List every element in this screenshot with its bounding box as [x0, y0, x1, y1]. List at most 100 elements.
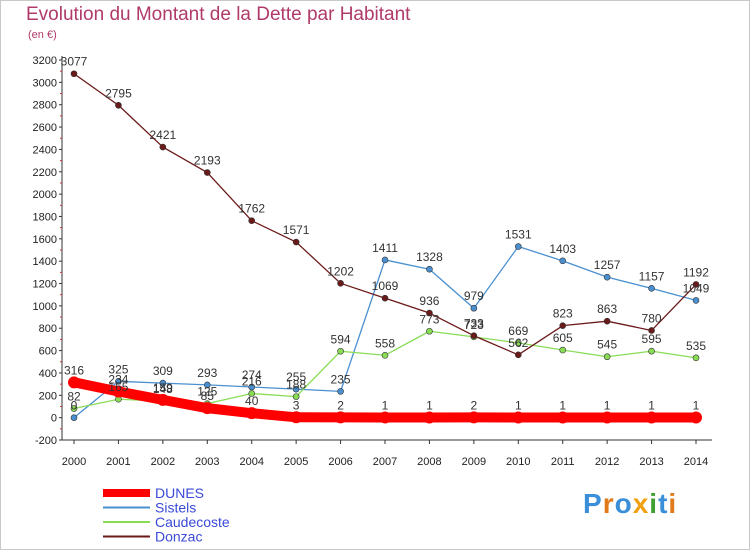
y-tick-label: 2200	[33, 167, 57, 179]
y-tick-label: 1600	[33, 234, 57, 246]
data-point-dunes	[245, 407, 258, 420]
data-point-sistels	[692, 297, 700, 304]
x-tick-label: 2009	[462, 456, 486, 468]
data-point-sistels	[514, 243, 522, 250]
data-label-donzac: 1192	[683, 265, 709, 279]
data-label-dunes: 316	[64, 363, 84, 377]
data-point-caudecoste	[381, 351, 389, 359]
data-label-sistels: 979	[464, 289, 484, 303]
data-point-sistels	[248, 383, 256, 391]
data-point-dunes	[201, 402, 214, 415]
data-point-caudecoste	[648, 347, 655, 355]
data-label-sistels: 235	[331, 372, 351, 386]
data-label-donzac: 823	[553, 307, 573, 321]
data-label-caudecoste: 773	[419, 312, 439, 326]
data-label-dunes: 1	[426, 399, 433, 413]
data-point-donzac	[559, 322, 567, 329]
axes: -200020040060080010001200140016001800200…	[33, 55, 712, 468]
data-point-dunes	[156, 393, 169, 406]
data-point-dunes	[645, 411, 658, 424]
data-label-dunes: 234	[108, 372, 128, 386]
data-point-donzac	[470, 332, 478, 340]
data-point-sistels	[470, 304, 478, 312]
x-tick-label: 2002	[151, 456, 175, 468]
data-label-caudecoste: 125	[197, 385, 217, 399]
data-point-sistels	[203, 381, 211, 389]
data-point-caudecoste	[70, 405, 78, 412]
data-point-dunes	[112, 385, 125, 398]
data-label-donzac: 1202	[327, 264, 354, 278]
data-label-dunes: 1	[648, 399, 655, 413]
data-label-caudecoste: 669	[508, 324, 528, 338]
chart-unit: (en €)	[28, 29, 57, 41]
y-tick-label: 400	[39, 368, 57, 380]
y-tick-label: 2400	[33, 144, 57, 156]
y-tick-label: 3200	[33, 55, 57, 67]
x-tick-label: 2011	[551, 456, 575, 468]
data-label-sistels: 325	[108, 362, 128, 376]
data-label-caudecoste: 188	[286, 378, 306, 392]
data-point-sistels	[337, 388, 344, 395]
data-point-sistels	[115, 378, 122, 385]
x-tick-label: 2013	[639, 456, 663, 468]
data-label-sistels: 274	[242, 368, 262, 382]
data-label-caudecoste: 595	[642, 332, 662, 346]
data-label-donzac: 2193	[194, 154, 221, 168]
y-tick-label: 600	[39, 346, 57, 358]
data-point-dunes	[467, 411, 480, 424]
logo-letter: i	[649, 488, 659, 519]
legend-label-donzac: Donzac	[155, 529, 202, 545]
data-label-sistels: 255	[286, 370, 306, 384]
data-point-dunes	[556, 411, 569, 424]
data-point-donzac	[337, 280, 344, 287]
logo-letter: x	[632, 488, 650, 519]
x-tick-label: 2004	[239, 456, 263, 468]
data-label-sistels: 1531	[505, 228, 532, 242]
data-label-dunes: 85	[201, 389, 215, 403]
data-point-dunes	[290, 411, 303, 424]
y-tick-label: 1400	[33, 256, 57, 268]
x-tick-label: 2000	[62, 456, 86, 468]
data-point-caudecoste	[292, 393, 300, 400]
data-label-dunes: 159	[153, 381, 173, 395]
data-point-dunes	[334, 411, 347, 424]
logo-letter: o	[614, 488, 633, 519]
y-tick-label: 1000	[33, 301, 57, 313]
data-point-dunes	[68, 376, 80, 389]
data-point-dunes	[423, 411, 436, 424]
y-tick-label: 200	[39, 390, 57, 402]
data-label-caudecoste: 594	[331, 332, 351, 346]
data-label-dunes: 1	[515, 399, 522, 413]
data-label-donzac: 863	[597, 302, 617, 316]
data-label-dunes: 1	[693, 399, 700, 413]
data-point-sistels	[159, 379, 167, 387]
data-label-caudecoste: 148	[153, 382, 173, 396]
y-tick-label: 2800	[33, 100, 57, 112]
data-label-donzac: 562	[508, 336, 528, 350]
logo-letter: P	[583, 488, 603, 519]
data-point-donzac	[426, 309, 433, 317]
legend-label-dunes: DUNES	[155, 485, 204, 501]
data-point-sistels	[381, 256, 389, 264]
data-label-sistels: 1411	[372, 241, 398, 255]
data-label-sistels: 1157	[639, 269, 665, 283]
data-point-sistels	[603, 273, 611, 281]
data-label-caudecoste: 165	[108, 380, 128, 394]
data-label-sistels: 1403	[549, 242, 576, 256]
data-label-caudecoste: 82	[67, 389, 81, 403]
data-point-donzac	[115, 101, 122, 109]
data-labels: 316 234 159 85 40 3 2 1 1 2 1 1 1 1 1 0 325 309 293 274 255 2…	[61, 55, 710, 413]
data-point-donzac	[248, 217, 256, 225]
proxiti-logo: Proxiti	[583, 488, 677, 520]
data-label-caudecoste: 723	[464, 318, 484, 332]
data-point-sistels	[426, 265, 433, 273]
data-point-caudecoste	[426, 327, 433, 335]
logo-letter: t	[658, 488, 669, 519]
data-label-dunes: 1	[382, 399, 389, 413]
data-point-caudecoste	[337, 347, 344, 355]
data-label-sistels: 1328	[416, 250, 443, 264]
data-point-donzac	[203, 169, 211, 176]
data-label-sistels: 293	[197, 366, 217, 380]
data-label-sistels: 309	[153, 364, 173, 378]
